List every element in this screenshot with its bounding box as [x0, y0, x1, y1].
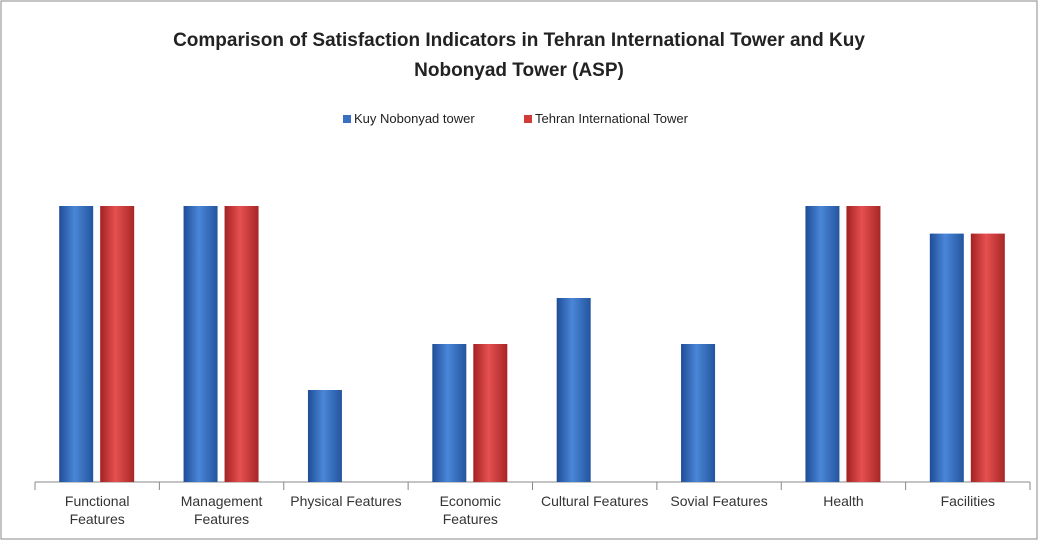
legend-item: Kuy Nobonyad tower [343, 111, 475, 126]
x-tick-label: Management Features [180, 493, 263, 527]
bar [805, 206, 840, 482]
legend-swatch [524, 115, 532, 123]
x-tick-label: Physical Features [290, 493, 402, 509]
bar [556, 298, 591, 482]
x-tick-label: Functional Features [64, 493, 130, 527]
x-tick-label: Economic Features [439, 493, 502, 527]
bar [100, 206, 135, 482]
bar [224, 206, 259, 482]
x-tick-label: Sovial Features [670, 493, 768, 509]
x-tick-label: Cultural Features [540, 493, 649, 509]
x-tick-label: Facilities [940, 493, 996, 509]
bar [929, 233, 964, 482]
chart-title: Comparison of Satisfaction Indicators in… [173, 30, 865, 81]
x-tick-label: Health [823, 493, 864, 509]
bar [183, 206, 218, 482]
bar [970, 233, 1005, 482]
bar [846, 206, 881, 482]
bar [59, 206, 94, 482]
legend-label: Kuy Nobonyad tower [354, 111, 475, 126]
bar [432, 344, 467, 482]
bar [681, 344, 716, 482]
bar [473, 344, 508, 482]
legend-item: Tehran International Tower [524, 111, 688, 126]
bar [307, 390, 342, 482]
legend-swatch [343, 115, 351, 123]
legend-label: Tehran International Tower [535, 111, 688, 126]
